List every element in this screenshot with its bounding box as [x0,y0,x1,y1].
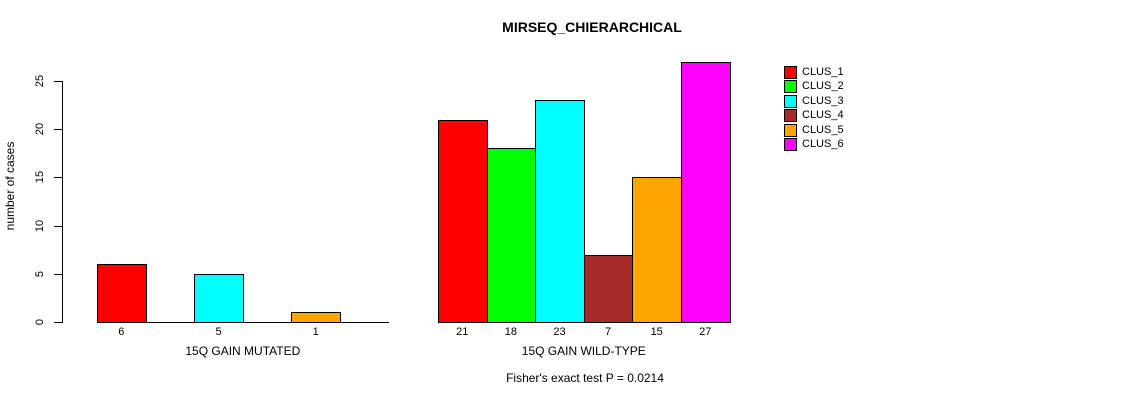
legend-swatch-clus_6 [784,138,797,152]
stat-annotation: Fisher's exact test P = 0.0214 [506,371,664,385]
y-axis-tick [54,177,62,179]
y-axis-tick-label: 25 [34,74,46,88]
bar-clus_6-group2 [681,61,731,323]
y-axis-tick-label: 0 [34,318,46,326]
x-axis-group-label: 15Q GAIN MUTATED [185,344,301,358]
legend-label: CLUS_4 [802,109,844,122]
y-axis-tick-label: 10 [34,219,46,232]
legend-item: CLUS_3 [784,94,844,109]
bar-clus_3-group2 [535,100,585,323]
bar-clus_2-group2 [486,148,537,323]
bar-clus_5-group1 [291,312,341,323]
legend-swatch-clus_1 [784,65,797,79]
bar-value-label: 23 [553,326,566,338]
legend-item: CLUS_5 [784,123,844,138]
bar-value-label: 15 [650,326,663,338]
y-axis-tick [54,273,62,275]
y-axis-label: number of cases [3,141,17,231]
y-axis-tick-label: 20 [34,123,46,136]
y-axis-tick [54,225,62,227]
bar-clus_5-group2 [632,177,682,323]
bar-value-label: 21 [456,326,469,338]
chart-title: MIRSEQ_CHIERARCHICAL [502,19,682,35]
bar-value-label: 6 [118,326,125,338]
legend-label: CLUS_2 [802,80,844,93]
y-axis-tick [54,129,62,131]
y-axis [62,81,63,323]
legend-swatch-clus_2 [784,80,797,94]
bar-clus_1-group1 [97,264,147,323]
legend-item: CLUS_1 [784,65,844,80]
bar-clus_4-group2 [583,254,634,323]
legend-label: CLUS_5 [802,123,844,136]
bar-value-label: 27 [699,326,712,338]
legend-item: CLUS_2 [784,80,844,95]
x-axis-group-label: 15Q GAIN WILD-TYPE [521,344,646,358]
bar-value-label: 5 [215,326,222,338]
bar-value-label: 7 [605,326,612,338]
bar-clus_1-group2 [438,119,488,323]
y-axis-tick [54,81,62,82]
bar-clus_3-group1 [194,273,244,323]
legend-swatch-clus_4 [784,109,797,123]
y-axis-tick-label: 15 [34,171,46,184]
legend-item: CLUS_6 [784,138,844,153]
bar-value-label: 18 [504,326,518,338]
legend-label: CLUS_1 [802,65,844,78]
bar-value-label: 1 [312,326,319,338]
legend-swatch-clus_5 [784,123,797,137]
y-axis-tick [54,322,62,323]
y-axis-tick-label: 5 [34,270,46,277]
legend-swatch-clus_3 [784,94,797,108]
legend-item: CLUS_4 [784,109,844,124]
legend-label: CLUS_3 [802,94,844,107]
legend: CLUS_1 CLUS_2 CLUS_3 CLUS_4 CLUS_5 CLUS_6 [784,65,844,152]
legend-label: CLUS_6 [802,138,844,151]
